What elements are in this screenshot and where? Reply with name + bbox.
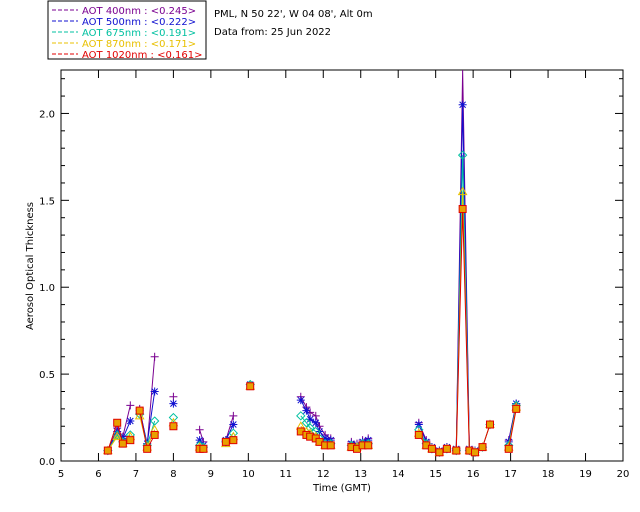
series-4 [103,205,521,457]
data-point [311,411,320,420]
data-date: Data from: 25 Jun 2022 [214,27,331,38]
data-point [311,418,320,427]
data-point [150,430,159,439]
data-point [126,401,135,410]
data-point [457,186,468,196]
x-tick-label: 17 [504,469,517,480]
series-line [508,408,517,449]
series-line [225,415,234,441]
legend-box [47,0,207,60]
axis-ticks: 5 6 7 8 9 10 11 12 13 14 15 16 17 18 19 20 0.0 0.5 1.0 1.5 2… [39,70,629,480]
data-point [118,439,127,448]
data-point [246,382,255,391]
data-point [135,406,144,415]
data-point [229,411,238,420]
x-tick-label: 15 [429,469,442,480]
station-info: PML, N 50 22', W 04 08', Alt 0m [214,9,373,20]
data-point [168,412,179,423]
data-point [427,444,436,453]
data-point [150,387,159,396]
y-tick-label: 0.5 [39,370,55,381]
data-point [458,205,467,214]
data-point [326,441,335,450]
x-tick-label: 8 [170,469,176,480]
data-point [134,410,145,420]
data-point [112,431,123,441]
y-tick-label: 1.5 [39,196,55,207]
data-point [169,392,178,401]
series-layer [102,69,522,458]
legend-entry: AOT 500nm : <0.222> [82,17,196,28]
data-point [478,443,487,452]
data-point [113,418,122,427]
x-tick-label: 13 [354,469,367,480]
data-point [126,436,135,445]
y-axis-label: Aerosol Optical Thickness [25,202,36,330]
x-tick-label: 16 [467,469,480,480]
data-point [457,150,468,160]
x-tick-label: 10 [242,469,255,480]
y-tick-label: 0.0 [39,457,55,468]
legend: AOT 400nm : <0.245>AOT 500nm : <0.222>AO… [52,6,202,61]
x-tick-label: 11 [279,469,292,480]
x-tick-label: 19 [579,469,592,480]
data-point [229,436,238,445]
data-point [364,441,373,450]
series-line [455,155,491,453]
data-point [306,415,315,424]
x-tick-label: 14 [392,469,405,480]
x-tick-label: 20 [617,469,630,480]
y-tick-label: 2.0 [39,109,55,120]
x-tick-label: 12 [317,469,330,480]
data-point [471,448,480,457]
data-point [414,420,423,429]
legend-entry: AOT 675nm : <0.191> [82,28,196,39]
data-point [296,396,305,405]
series-3 [102,186,522,456]
x-tick-label: 9 [208,469,214,480]
data-point [229,420,238,429]
data-point [150,352,159,361]
data-point [321,434,330,443]
legend-entry: AOT 1020nm : <0.161> [82,50,202,61]
data-point [169,422,178,431]
plot-frame [60,69,624,462]
data-point [195,425,204,434]
data-point [504,444,513,453]
data-point [452,446,461,455]
data-point [221,437,230,446]
data-point [442,444,451,453]
data-point [199,444,208,453]
series-line [455,191,491,453]
legend-entry: AOT 870nm : <0.171> [82,39,196,50]
data-point [458,100,467,109]
series-line [455,209,491,453]
data-point [296,411,306,421]
x-axis-label: Time (GMT) [312,483,371,494]
data-point [414,430,423,439]
x-tick-label: 5 [58,469,64,480]
x-tick-label: 18 [542,469,555,480]
data-point [512,404,521,413]
data-point [126,417,135,426]
data-point [302,406,311,415]
data-point [435,448,444,457]
data-point [143,444,152,453]
data-point [485,420,494,429]
x-tick-label: 6 [95,469,101,480]
data-point [195,436,204,445]
legend-entry: AOT 400nm : <0.245> [82,6,196,17]
y-tick-label: 1.0 [39,283,55,294]
data-point [169,399,178,408]
x-tick-label: 7 [133,469,139,480]
data-point [103,446,112,455]
